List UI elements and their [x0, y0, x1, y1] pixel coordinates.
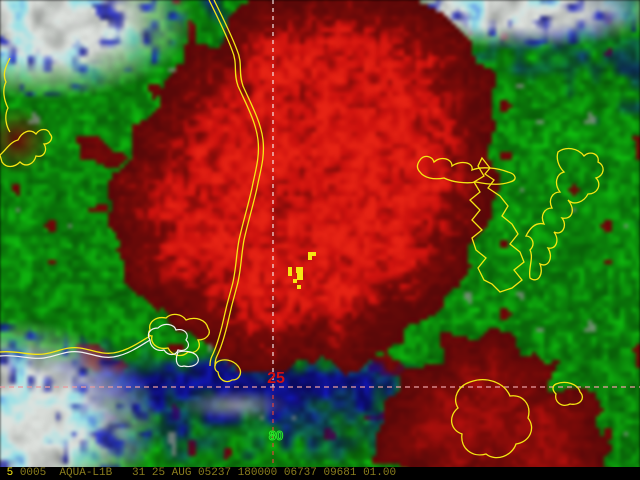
- svg-text:80: 80: [269, 428, 283, 443]
- svg-text:25: 25: [267, 370, 285, 387]
